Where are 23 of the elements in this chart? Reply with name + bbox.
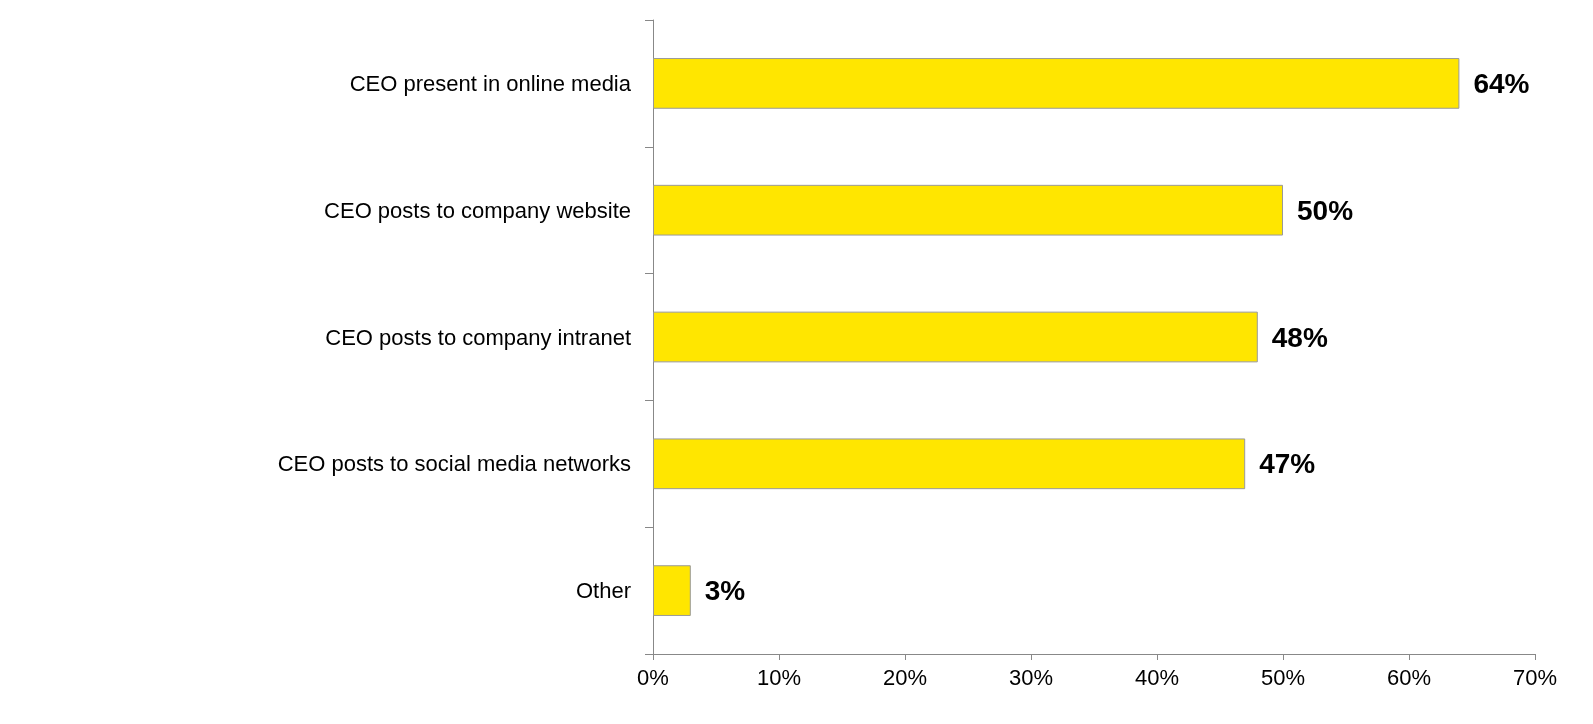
- y-tick-label: CEO posts to company website: [324, 197, 631, 223]
- x-tick-label: 70%: [1512, 664, 1558, 690]
- bar: [653, 58, 1460, 109]
- data-label: 3%: [704, 575, 746, 607]
- x-tick-label: 40%: [1134, 664, 1180, 690]
- data-label: 48%: [1271, 321, 1328, 353]
- y-tick-label: CEO posts to social media networks: [277, 451, 631, 477]
- bar: [653, 438, 1246, 490]
- x-tick-label: 10%: [756, 664, 802, 690]
- y-tick-label: Other: [575, 578, 631, 604]
- x-tick-label: 60%: [1386, 664, 1432, 690]
- y-tick-label: CEO posts to company intranet: [325, 324, 631, 350]
- data-label: 47%: [1259, 448, 1316, 480]
- bar: [653, 184, 1283, 236]
- bar: [653, 311, 1258, 363]
- x-tick-label: 20%: [882, 664, 928, 690]
- bar: [653, 565, 691, 616]
- data-label: 64%: [1473, 67, 1530, 99]
- x-tick-label: 30%: [1008, 664, 1054, 690]
- x-tick-label: 50%: [1260, 664, 1306, 690]
- y-tick-label: CEO present in online media: [349, 70, 632, 96]
- x-tick-label: 0%: [637, 664, 669, 690]
- data-label: 50%: [1297, 194, 1354, 226]
